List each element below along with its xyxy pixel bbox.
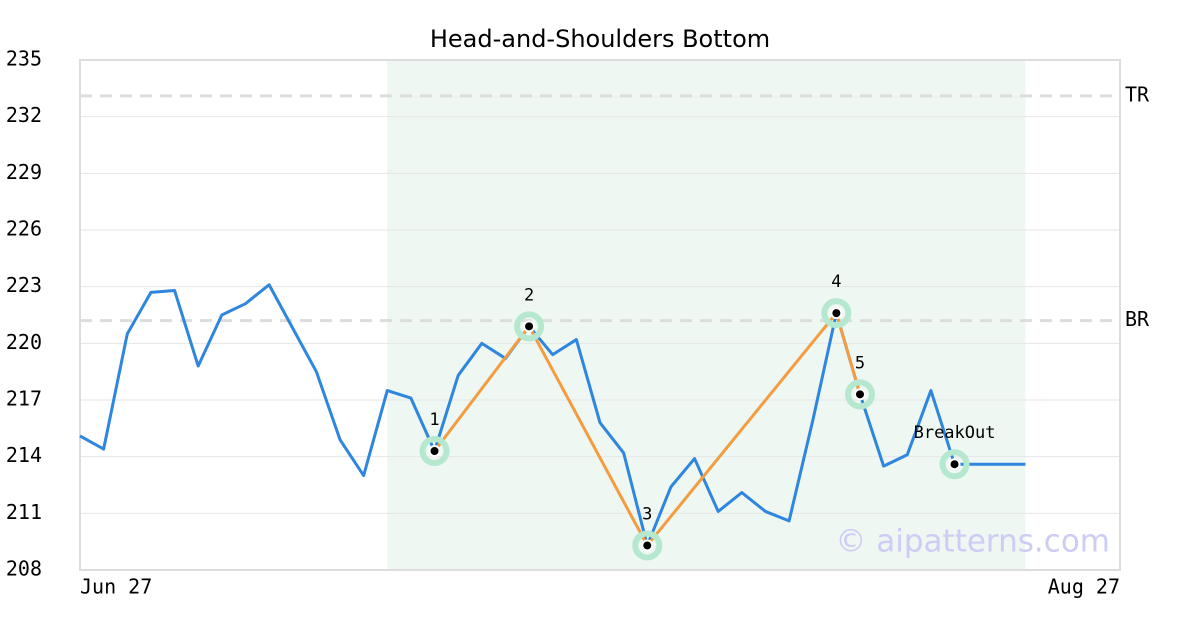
- pattern-point: [523, 320, 536, 333]
- level-label: TR: [1125, 82, 1150, 106]
- y-tick-label: 232: [6, 103, 42, 127]
- pattern-halo: [821, 298, 852, 329]
- pattern-region: [387, 60, 1026, 570]
- y-tick-label: 223: [6, 273, 42, 297]
- y-tick-label: 211: [6, 500, 42, 524]
- pattern-label: 4: [831, 272, 841, 292]
- y-tick-label: 235: [6, 47, 42, 71]
- breakout-label: BreakOut: [914, 423, 996, 443]
- y-tick-label: 214: [6, 443, 42, 467]
- pattern-point: [428, 445, 441, 457]
- pattern-label: 2: [524, 285, 534, 305]
- pattern-label: 3: [642, 504, 652, 524]
- price-line: [79, 283, 1026, 547]
- x-tick-label: Aug 27: [1048, 575, 1120, 599]
- pattern-label: 5: [855, 353, 865, 373]
- pattern-halo: [632, 530, 663, 561]
- pattern-label: 1: [429, 410, 439, 430]
- pattern-halo: [845, 379, 875, 410]
- x-tick-label: Jun 27: [80, 575, 152, 599]
- pattern-halo: [514, 311, 545, 342]
- y-tick-label: 229: [6, 160, 42, 184]
- y-tick-label: 208: [6, 557, 42, 581]
- level-label: BR: [1125, 307, 1150, 331]
- plot-frame: [79, 59, 1121, 571]
- chart-title: Head-and-Shoulders Bottom: [430, 25, 770, 53]
- y-tick-label: 226: [6, 217, 42, 241]
- pattern-point: [641, 539, 654, 552]
- pattern-point: [854, 388, 866, 401]
- pattern-halo: [939, 449, 970, 480]
- pattern-point: [948, 458, 961, 471]
- pattern-point: [830, 307, 843, 320]
- y-tick-label: 220: [6, 330, 42, 354]
- y-tick-label: 217: [6, 387, 42, 411]
- pattern-halo: [419, 436, 450, 466]
- watermark: © aipatterns.com: [835, 524, 1110, 560]
